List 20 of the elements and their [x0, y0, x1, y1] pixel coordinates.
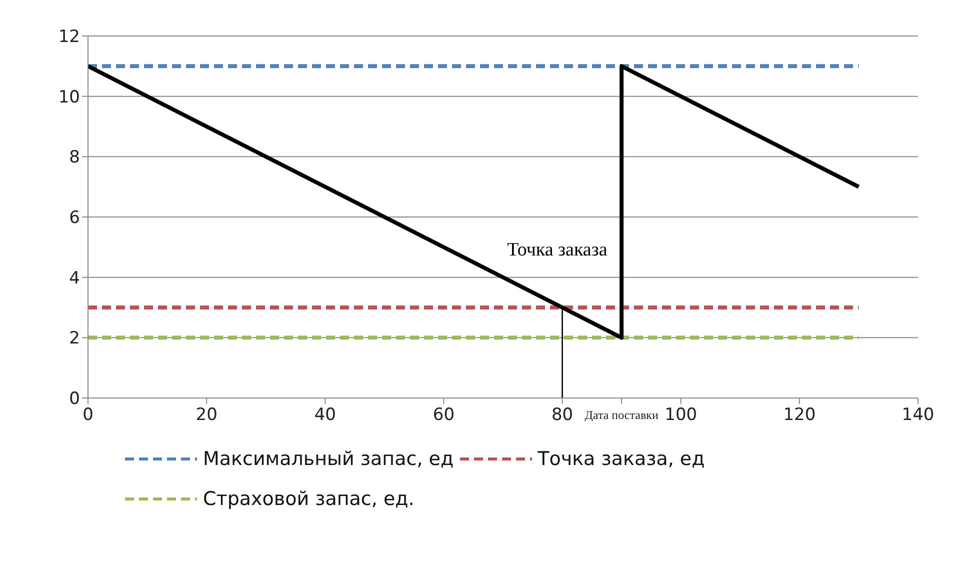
annotation: Точка заказа	[507, 240, 608, 260]
legend-label: Страховой запас, ед.	[203, 488, 414, 510]
x-tick-label: 20	[196, 405, 218, 425]
y-tick-label: 2	[69, 328, 80, 349]
y-tick-label: 8	[69, 148, 80, 168]
y-tick-label: 10	[58, 87, 80, 108]
x-tick-label: 140	[902, 405, 934, 425]
y-tick-label: 12	[58, 27, 80, 48]
x-tick-label: Дата поставки	[584, 408, 659, 422]
y-tick-label: 0	[69, 389, 80, 410]
x-tick-label: 40	[314, 405, 336, 425]
x-tick-label: 100	[664, 405, 698, 425]
x-tick-label: 120	[783, 405, 816, 425]
x-tick-label: 60	[432, 405, 455, 425]
y-tick-label: 6	[69, 208, 80, 228]
x-tick-label: 0	[82, 405, 94, 425]
legend-label: Точка заказа, ед	[538, 448, 705, 470]
legend-label: Максимальный запас, ед	[203, 448, 454, 470]
x-tick-label: 80	[551, 405, 574, 425]
y-tick-label: 4	[69, 268, 80, 288]
